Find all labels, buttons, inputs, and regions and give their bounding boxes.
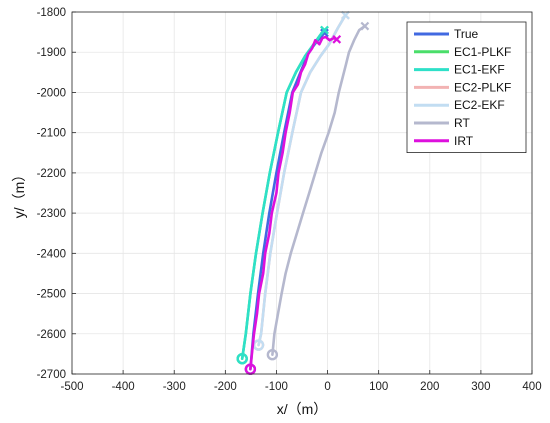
series-group [236, 10, 370, 375]
legend-label-rt: RT [454, 116, 470, 130]
y-axis-ticks: -1800 -1900 -2000 -2100 -2200 -2300 -2400 -2500… [37, 7, 76, 381]
y-tick-label: -2100 [37, 128, 66, 140]
y-tick-label: -2000 [37, 87, 66, 99]
x-tick-label: -400 [112, 381, 135, 393]
x-axis-ticks: -500 -400 -300 -200 -100 0 100 200 300 400 [60, 370, 542, 393]
x-tick-label: -100 [265, 381, 288, 393]
y-tick-label: -2500 [37, 289, 66, 301]
x-tick-label: -200 [214, 381, 237, 393]
x-tick-label: 300 [471, 381, 490, 393]
legend-label-true: True [454, 27, 479, 41]
x-tick-label: -300 [163, 381, 186, 393]
y-tick-label: -2400 [37, 248, 66, 260]
series-line-rt [271, 24, 367, 357]
legend: True EC1-PLKF EC1-EKF EC2-PLKF EC2-EKF RT IRT [406, 21, 527, 154]
end-marker-ec1-ekf [320, 25, 329, 35]
legend-label-ec1-ekf: EC1-EKF [454, 63, 505, 77]
x-axis-label: x/（m） [277, 401, 328, 417]
series-line-ec2-ekf [257, 13, 347, 347]
x-tick-label: -500 [60, 381, 83, 393]
y-tick-label: -2700 [37, 369, 66, 381]
plot-frame [71, 11, 533, 375]
y-tick-label: -1800 [37, 7, 66, 19]
y-tick-label: -2600 [37, 329, 66, 341]
end-marker-irt [332, 34, 342, 44]
start-marker-rt [266, 348, 279, 361]
y-tick-label: -2200 [37, 168, 66, 180]
y-tick-label: -2300 [37, 208, 66, 220]
end-marker-true [320, 28, 329, 38]
y-tick-label: -1900 [37, 47, 66, 59]
legend-label-ec2-ekf: EC2-EKF [454, 98, 505, 112]
end-marker-ec2-ekf [341, 10, 350, 20]
legend-label-ec2-plkf: EC2-PLKF [454, 80, 511, 94]
series-line-irt [249, 35, 339, 371]
legend-label-ec1-plkf: EC1-PLKF [454, 45, 511, 59]
legend-label-irt: IRT [454, 134, 474, 148]
end-marker-rt [360, 21, 370, 31]
x-tick-label: 200 [420, 381, 439, 393]
y-axis-label: y/（m） [11, 168, 27, 219]
x-tick-label: 100 [369, 381, 388, 393]
x-tick-label: 0 [324, 381, 330, 393]
start-marker-ec1-ekf [236, 353, 248, 365]
x-tick-label: 400 [522, 381, 541, 393]
